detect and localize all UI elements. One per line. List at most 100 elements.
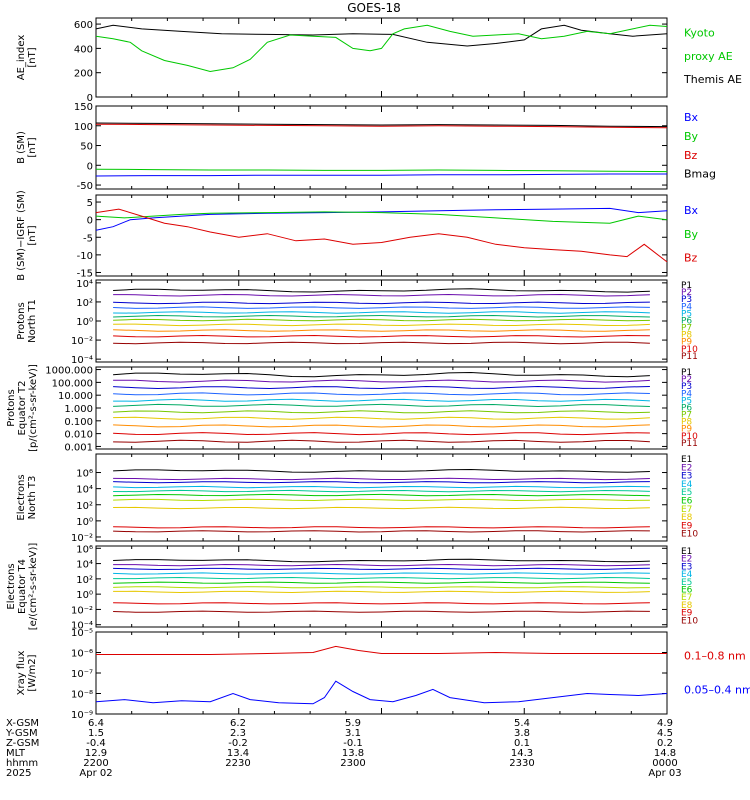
legend-entry: E2	[681, 463, 692, 473]
series-line	[96, 645, 667, 655]
y-tick-label: 10⁶	[76, 469, 93, 480]
legend-entry: P9	[681, 338, 692, 348]
legend-entry: P5	[681, 396, 692, 406]
y-tick-label: 1.000	[64, 404, 93, 415]
y-axis-label: North T1	[27, 299, 38, 343]
legend-entry: E10	[681, 616, 698, 626]
panel-7: 10⁶ 10⁴ 10² 10⁰ 10⁻² 10⁻⁴ Electrons Equator T4[…	[6, 543, 698, 632]
series-line	[113, 558, 650, 563]
series-line	[113, 602, 650, 605]
legend-entry: P11	[681, 439, 698, 449]
y-axis-label: Xray flux	[16, 651, 27, 696]
y-tick-label: 10⁻⁶	[71, 649, 93, 660]
y-tick-label: 0.100	[64, 417, 93, 428]
x-axis-value: 14.8	[654, 748, 676, 759]
series-line	[113, 403, 650, 408]
series-line	[113, 314, 650, 318]
series-line	[113, 485, 650, 489]
y-tick-label: 10⁴	[76, 279, 93, 290]
legend-entry: P8	[681, 331, 692, 341]
series-line	[113, 576, 650, 580]
series-line	[113, 323, 650, 327]
y-tick-label: 400	[74, 44, 93, 55]
legend-entry: E6	[681, 497, 693, 507]
y-tick-label: 10⁻⁴	[71, 355, 93, 366]
x-axis-value: Apr 03	[648, 768, 681, 779]
x-axis-value: 2300	[340, 758, 365, 769]
series-line	[113, 586, 650, 589]
series-line	[113, 385, 650, 390]
series-line	[113, 526, 650, 529]
legend-entry: E1	[681, 455, 692, 465]
x-axis-value: 2330	[509, 758, 534, 769]
y-axis-label: Protons	[6, 389, 17, 426]
y-tick-label: 10⁻²	[71, 533, 93, 544]
series-line	[113, 432, 650, 436]
y-axis-label: North T3	[27, 476, 38, 520]
panel-frame	[95, 279, 668, 363]
y-tick-label: 600	[74, 20, 93, 31]
x-axis-table: X-GSM 6.4 6.2 5.9 5.4 4.9 Y-GSM 1.5 2.3 3.1 3.8 4.5…	[5, 718, 682, 779]
series-line	[113, 329, 650, 332]
legend-entry: P2	[681, 375, 692, 385]
legend-entry: P11	[681, 352, 698, 362]
y-tick-label: 10⁶	[76, 544, 93, 555]
y-tick-label: 10²	[76, 298, 93, 309]
series-line	[113, 410, 650, 414]
x-axis-value: 2230	[225, 758, 250, 769]
x-axis-value: 5.4	[514, 718, 530, 729]
panel-frame	[95, 194, 668, 277]
panel-3: 5 0 -5 -10 -15 B (SM)−IGRF (SM) [nT] Bx By Bz	[16, 190, 699, 281]
y-tick-label: 10⁴	[76, 485, 93, 496]
y-tick-label: 0.001	[64, 442, 93, 453]
series-line	[95, 680, 668, 705]
y-tick-label: 10⁻⁴	[71, 621, 93, 632]
y-tick-label: 10⁻⁸	[71, 690, 93, 701]
y-tick-label: 10⁻²	[71, 336, 93, 347]
series-line	[95, 24, 668, 47]
y-tick-label: 10⁻²	[71, 605, 93, 616]
x-axis-row-label: Z-GSM	[6, 738, 39, 749]
legend-entry: P6	[681, 316, 692, 326]
series-line	[95, 173, 667, 177]
y-axis-label: Electrons	[6, 563, 17, 609]
series-line	[95, 24, 668, 73]
series-line	[113, 468, 650, 473]
x-axis-value: 13.8	[342, 748, 364, 759]
series-line	[113, 581, 650, 584]
x-axis-row-label: MLT	[6, 748, 26, 759]
series-line	[113, 318, 650, 322]
x-axis-value: 6.4	[88, 718, 104, 729]
legend-entry: Bx	[684, 204, 699, 217]
y-axis-label: [p/(cm²-s-sr-keV)]	[28, 364, 39, 452]
y-tick-label: 10⁴	[76, 560, 93, 571]
legend-entry: P3	[681, 295, 692, 305]
legend-entry: P4	[681, 302, 692, 312]
y-axis-label: [W/m2]	[27, 654, 38, 691]
legend-entry: Kyoto	[684, 27, 715, 40]
series-line	[113, 610, 650, 613]
x-axis-row-label: 2025	[6, 768, 31, 779]
legend-entry: P7	[681, 411, 692, 421]
series-line	[113, 416, 650, 420]
legend-entry: E1	[681, 547, 692, 557]
x-axis-value: 13.4	[227, 748, 249, 759]
legend-entry: By	[684, 228, 699, 241]
series-line	[113, 301, 650, 305]
series-line	[95, 211, 668, 224]
x-axis-value: 12.9	[85, 748, 107, 759]
legend-entry: Themis AE	[683, 73, 742, 86]
series-line	[113, 489, 650, 493]
series-line	[113, 506, 650, 510]
legend-entry: P9	[681, 425, 692, 435]
y-tick-label: 10²	[76, 501, 93, 512]
x-axis-row-label: X-GSM	[6, 718, 39, 729]
series-line	[113, 379, 650, 383]
plot-title: GOES-18	[347, 1, 401, 15]
series-line	[113, 311, 650, 314]
y-axis-label: [e/(cm²-s-sr-keV)]	[28, 543, 39, 631]
series-line	[95, 123, 668, 129]
